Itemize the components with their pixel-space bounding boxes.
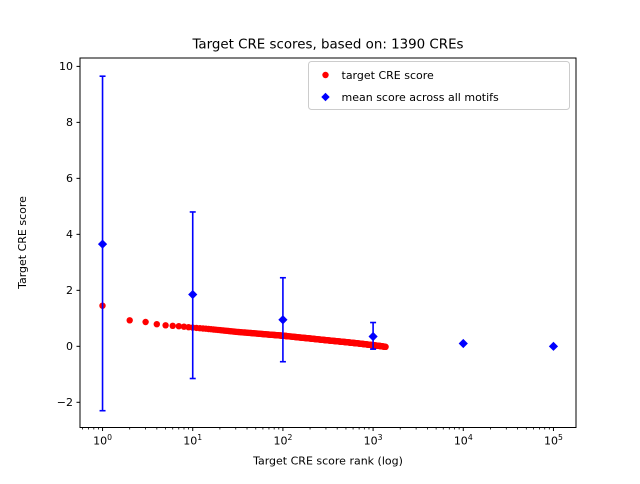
legend-label: mean score across all motifs [342,91,500,104]
plot-area: 100 101 102 103 104 105 −2 0 2 4 6 8 10 target CRE sc… [57,57,577,448]
y-tick-label: −2 [57,396,73,409]
x-tick-label: 102 [273,433,292,448]
axes-border [79,57,577,428]
series-target-cre-score [99,302,389,350]
data-point-mean [97,239,108,249]
legend-box [308,61,570,110]
data-point-mean [458,338,468,349]
y-tick-label: 10 [59,60,73,73]
legend-marker-diamond [321,92,330,102]
y-tick-label: 4 [66,228,73,241]
y-tick-label: 2 [66,284,73,297]
x-tick-label: 100 [93,433,112,448]
x-tick-label: 104 [454,433,473,448]
data-point-mean [278,315,288,325]
axis-ticks [76,65,554,431]
y-tick-label: 8 [66,116,73,129]
series-mean-score [97,75,559,412]
axis-tick-labels: 100 101 102 103 104 105 −2 0 2 4 6 8 10 [57,60,563,447]
legend-marker-circle [322,71,329,79]
chart-title: Target CRE scores, based on: 1390 CREs [191,38,463,53]
x-axis-label: Target CRE score rank (log) [252,455,403,468]
y-tick-label: 0 [66,340,73,353]
data-point-mean [548,341,559,351]
data-point-mean [368,331,378,342]
legend-label: target CRE score [342,69,435,82]
x-tick-label: 105 [544,433,563,448]
y-tick-label: 6 [66,172,73,185]
x-tick-label: 101 [183,433,202,448]
x-tick-label: 103 [364,433,383,448]
legend: target CRE score mean score across all mo… [308,61,570,110]
y-axis-label: Target CRE score [16,196,29,290]
data-point-mean [188,289,198,300]
